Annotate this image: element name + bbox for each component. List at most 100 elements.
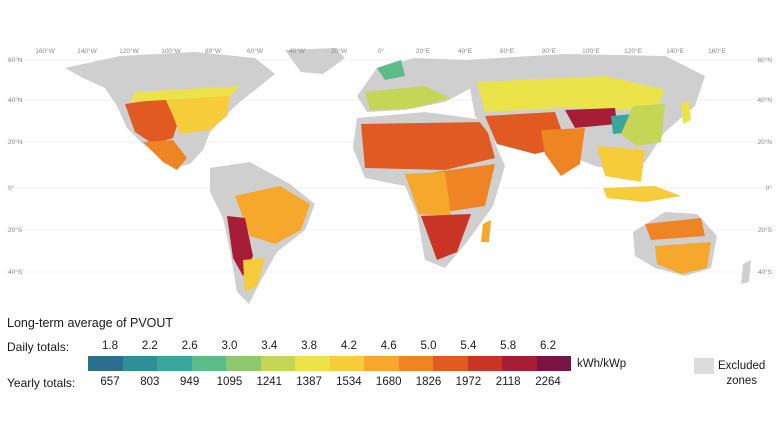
latitude-labels-left: 60°N 40°N 20°N 0° 20°S 40°S <box>8 56 23 276</box>
daily-tick-label: 4.6 <box>380 340 397 352</box>
color-scale-segment <box>433 356 468 371</box>
yearly-tick-label: 657 <box>100 376 120 388</box>
latitude-label: 20°N <box>8 138 23 146</box>
latitude-label: 40°N <box>757 96 772 104</box>
latitude-label: 20°N <box>757 138 772 146</box>
longitude-label: 80°W <box>205 47 222 55</box>
longitude-label: 100°E <box>582 47 600 55</box>
yearly-tick-label: 1680 <box>375 376 402 388</box>
world-pvout-map: 160°W 140°W 120°W 100°W 80°W 60°W 40°W 20°W 0° 20… <box>5 46 775 311</box>
pvout-east-china <box>621 104 665 146</box>
yearly-tick-label: 1387 <box>296 376 322 388</box>
yearly-tick-label: 1241 <box>256 376 283 388</box>
daily-tick-label: 2.6 <box>181 340 198 352</box>
pvout-southeast-asia <box>597 146 645 182</box>
latitude-label: 40°N <box>8 96 23 104</box>
pvout-tibet <box>565 108 617 128</box>
yearly-tick-label: 1534 <box>336 376 362 388</box>
daily-tick-label: 2.2 <box>141 340 158 352</box>
color-scale-segment <box>329 356 364 371</box>
longitude-label: 60°E <box>500 47 515 55</box>
yearly-tick-label: 2118 <box>495 376 521 388</box>
pvout-brazil <box>235 186 310 244</box>
longitude-label: 20°E <box>416 47 431 55</box>
pvout-central-africa <box>405 172 451 216</box>
daily-tick-label: 4.2 <box>340 340 357 352</box>
longitude-label: 40°W <box>289 47 306 55</box>
color-scale-segment <box>295 356 330 371</box>
color-scale-segment <box>157 356 192 371</box>
pvout-australia-north <box>645 218 705 240</box>
daily-tick-label: 5.4 <box>460 340 477 352</box>
longitude-label: 120°W <box>119 47 139 55</box>
color-scale-segment <box>364 356 399 371</box>
longitude-label: 20°W <box>331 47 348 55</box>
color-scale-segment <box>88 356 123 371</box>
pvout-canada-south <box>130 86 240 102</box>
longitude-labels: 160°W 140°W 120°W 100°W 80°W 60°W 40°W 20°W 0° 20… <box>35 47 726 55</box>
pvout-scandinavia <box>377 60 405 80</box>
latitude-label: 60°N <box>757 56 772 64</box>
daily-tick-label: 6.2 <box>540 340 556 352</box>
yearly-tick-label: 949 <box>180 376 200 388</box>
color-scale-segment <box>260 356 295 371</box>
daily-tick-label: 3.4 <box>261 340 278 352</box>
pvout-usa-west <box>125 98 180 144</box>
yearly-tick-label: 1095 <box>216 376 243 388</box>
color-scale-segment <box>536 356 571 371</box>
latitude-label: 40°S <box>8 268 23 276</box>
pvout-australia-south <box>655 242 711 274</box>
pvout-india <box>541 128 585 176</box>
longitude-label: 160°E <box>708 47 726 55</box>
pvout-sahara <box>361 122 495 170</box>
daily-tick-label: 5.0 <box>420 340 437 352</box>
daily-tick-label: 3.8 <box>301 340 318 352</box>
land-new-zealand <box>741 260 751 284</box>
latitude-label: 20°S <box>8 226 23 234</box>
pvout-central-asia <box>477 76 665 112</box>
longitude-label: 0° <box>378 47 385 55</box>
latitude-label: 0° <box>766 184 773 192</box>
legend-title: Long-term average of PVOUT <box>7 316 174 330</box>
land-madagascar <box>481 220 491 242</box>
yearly-totals-label: Yearly totals: <box>7 376 76 390</box>
longitude-label: 120°E <box>624 47 642 55</box>
longitude-label: 140°W <box>77 47 97 55</box>
pvout-east-africa <box>435 164 495 212</box>
pvout-patagonia <box>243 258 265 292</box>
latitude-label: 20°S <box>758 226 773 234</box>
color-scale-segment <box>502 356 537 371</box>
excluded-zones-swatch <box>694 358 714 374</box>
latitude-label: 60°N <box>8 56 23 64</box>
pvout-europe <box>365 86 450 110</box>
pvout-usa-east <box>165 94 230 134</box>
color-scale-bar <box>88 356 571 371</box>
daily-totals-label: Daily totals: <box>7 340 70 354</box>
longitude-label: 140°E <box>666 47 684 55</box>
color-scale-segment <box>191 356 226 371</box>
latitude-label: 40°S <box>758 268 773 276</box>
color-scale-segment <box>398 356 433 371</box>
yearly-tick-label: 2264 <box>535 376 561 388</box>
land-greenland <box>285 48 345 74</box>
excluded-zones-label-line1: Excluded <box>718 360 766 372</box>
color-scale-segment <box>226 356 261 371</box>
pvout-mexico <box>143 140 187 170</box>
latitude-label: 0° <box>8 184 15 192</box>
yearly-tick-label: 1826 <box>415 376 442 388</box>
daily-tick-label: 3.0 <box>221 340 238 352</box>
longitude-label: 100°W <box>161 47 181 55</box>
daily-tick-label: 5.8 <box>500 340 517 352</box>
longitude-label: 80°E <box>542 47 557 55</box>
yearly-tick-label: 1972 <box>455 376 482 388</box>
latitude-labels-right: 60°N 40°N 20°N 0° 20°S 40°S <box>757 56 772 276</box>
longitude-label: 160°W <box>35 47 55 55</box>
yearly-tick-label: 803 <box>140 376 160 388</box>
color-scale-segment <box>122 356 157 371</box>
longitude-label: 40°E <box>458 47 473 55</box>
excluded-zones-label-line2: zones <box>726 375 757 387</box>
longitude-label: 60°W <box>247 47 264 55</box>
land-japan <box>681 100 691 124</box>
pvout-southern-africa <box>421 214 471 260</box>
daily-tick-label: 1.8 <box>102 340 118 352</box>
